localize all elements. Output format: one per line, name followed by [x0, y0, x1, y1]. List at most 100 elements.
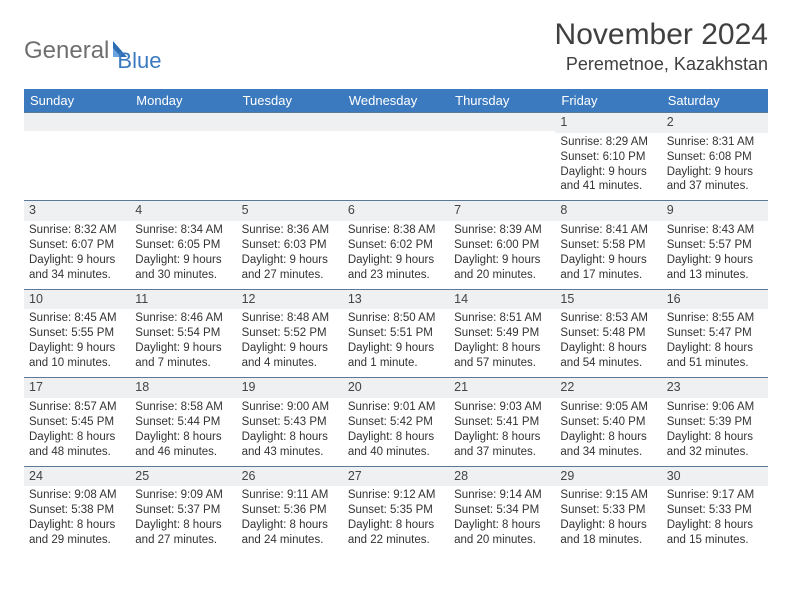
sunrise-line: Sunrise: 9:15 AM: [560, 488, 656, 503]
day-info: Sunrise: 8:32 AMSunset: 6:07 PMDaylight:…: [24, 221, 130, 289]
sunset-line: Sunset: 6:10 PM: [560, 150, 656, 165]
daylight-line: Daylight: 8 hours and 48 minutes.: [29, 430, 125, 460]
calendar-day-cell: [237, 113, 343, 201]
daylight-line: Daylight: 9 hours and 1 minute.: [348, 341, 444, 371]
logo-text-blue: Blue: [117, 28, 161, 74]
day-number: 18: [130, 378, 236, 398]
month-title: November 2024: [555, 18, 768, 52]
daylight-line: Daylight: 9 hours and 23 minutes.: [348, 253, 444, 283]
sunset-line: Sunset: 5:44 PM: [135, 415, 231, 430]
calendar-body: 1Sunrise: 8:29 AMSunset: 6:10 PMDaylight…: [24, 113, 768, 554]
sunrise-line: Sunrise: 8:48 AM: [242, 311, 338, 326]
weekday-header: Saturday: [662, 89, 768, 113]
calendar-day-cell: 25Sunrise: 9:09 AMSunset: 5:37 PMDayligh…: [130, 466, 236, 554]
calendar-day-cell: 29Sunrise: 9:15 AMSunset: 5:33 PMDayligh…: [555, 466, 661, 554]
daylight-line: Daylight: 8 hours and 32 minutes.: [667, 430, 763, 460]
day-info: Sunrise: 8:29 AMSunset: 6:10 PMDaylight:…: [555, 133, 661, 201]
daylight-line: Daylight: 8 hours and 43 minutes.: [242, 430, 338, 460]
day-number: 15: [555, 290, 661, 310]
daylight-line: Daylight: 9 hours and 13 minutes.: [667, 253, 763, 283]
day-number: [343, 113, 449, 131]
day-info: Sunrise: 8:58 AMSunset: 5:44 PMDaylight:…: [130, 398, 236, 466]
day-number: 5: [237, 201, 343, 221]
weekday-header: Monday: [130, 89, 236, 113]
calendar-day-cell: 12Sunrise: 8:48 AMSunset: 5:52 PMDayligh…: [237, 289, 343, 377]
day-info: Sunrise: 8:41 AMSunset: 5:58 PMDaylight:…: [555, 221, 661, 289]
daylight-line: Daylight: 8 hours and 34 minutes.: [560, 430, 656, 460]
sunset-line: Sunset: 5:52 PM: [242, 326, 338, 341]
sunrise-line: Sunrise: 9:09 AM: [135, 488, 231, 503]
weekday-header: Thursday: [449, 89, 555, 113]
weekday-header: Wednesday: [343, 89, 449, 113]
daylight-line: Daylight: 8 hours and 29 minutes.: [29, 518, 125, 548]
daylight-line: Daylight: 8 hours and 37 minutes.: [454, 430, 550, 460]
day-number: 3: [24, 201, 130, 221]
day-info: Sunrise: 8:50 AMSunset: 5:51 PMDaylight:…: [343, 309, 449, 377]
day-number: 17: [24, 378, 130, 398]
day-number: 11: [130, 290, 236, 310]
day-number: 25: [130, 467, 236, 487]
day-info: [343, 131, 449, 189]
daylight-line: Daylight: 9 hours and 37 minutes.: [667, 165, 763, 195]
daylight-line: Daylight: 8 hours and 57 minutes.: [454, 341, 550, 371]
daylight-line: Daylight: 9 hours and 27 minutes.: [242, 253, 338, 283]
day-info: Sunrise: 9:08 AMSunset: 5:38 PMDaylight:…: [24, 486, 130, 554]
sunrise-line: Sunrise: 8:39 AM: [454, 223, 550, 238]
calendar-day-cell: 17 Sunrise: 8:57 AMSunset: 5:45 PMDayligh…: [24, 378, 130, 466]
day-number: 13: [343, 290, 449, 310]
day-info: Sunrise: 9:14 AMSunset: 5:34 PMDaylight:…: [449, 486, 555, 554]
calendar-day-cell: 18Sunrise: 8:58 AMSunset: 5:44 PMDayligh…: [130, 378, 236, 466]
logo: General Blue: [24, 18, 161, 74]
daylight-line: Daylight: 9 hours and 41 minutes.: [560, 165, 656, 195]
day-info: Sunrise: 9:05 AMSunset: 5:40 PMDaylight:…: [555, 398, 661, 466]
location-label: Peremetnoe, Kazakhstan: [555, 54, 768, 75]
sunset-line: Sunset: 6:05 PM: [135, 238, 231, 253]
day-info: Sunrise: 8:43 AMSunset: 5:57 PMDaylight:…: [662, 221, 768, 289]
sunrise-line: Sunrise: 8:51 AM: [454, 311, 550, 326]
day-info: Sunrise: 8:53 AMSunset: 5:48 PMDaylight:…: [555, 309, 661, 377]
calendar-day-cell: 14Sunrise: 8:51 AMSunset: 5:49 PMDayligh…: [449, 289, 555, 377]
sunrise-line: Sunrise: 9:08 AM: [29, 488, 125, 503]
day-number: 29: [555, 467, 661, 487]
day-number: [130, 113, 236, 131]
day-info: Sunrise: 9:00 AMSunset: 5:43 PMDaylight:…: [237, 398, 343, 466]
sunrise-line: Sunrise: 9:14 AM: [454, 488, 550, 503]
day-number: 6: [343, 201, 449, 221]
daylight-line: Daylight: 9 hours and 7 minutes.: [135, 341, 231, 371]
day-number: 19: [237, 378, 343, 398]
day-info: Sunrise: 8:31 AMSunset: 6:08 PMDaylight:…: [662, 133, 768, 201]
sunset-line: Sunset: 6:08 PM: [667, 150, 763, 165]
calendar-day-cell: [24, 113, 130, 201]
sunrise-line: Sunrise: 8:57 AM: [29, 400, 125, 415]
sunrise-line: Sunrise: 8:43 AM: [667, 223, 763, 238]
day-info: Sunrise: 8:38 AMSunset: 6:02 PMDaylight:…: [343, 221, 449, 289]
day-number: 20: [343, 378, 449, 398]
calendar-day-cell: 6Sunrise: 8:38 AMSunset: 6:02 PMDaylight…: [343, 201, 449, 289]
sunset-line: Sunset: 5:45 PM: [29, 415, 125, 430]
day-number: 9: [662, 201, 768, 221]
sunset-line: Sunset: 5:38 PM: [29, 503, 125, 518]
sunrise-line: Sunrise: 8:45 AM: [29, 311, 125, 326]
calendar-day-cell: 24Sunrise: 9:08 AMSunset: 5:38 PMDayligh…: [24, 466, 130, 554]
day-info: Sunrise: 8:46 AMSunset: 5:54 PMDaylight:…: [130, 309, 236, 377]
day-number: 2: [662, 113, 768, 133]
sunrise-line: Sunrise: 9:17 AM: [667, 488, 763, 503]
calendar-day-cell: 16Sunrise: 8:55 AMSunset: 5:47 PMDayligh…: [662, 289, 768, 377]
day-number: 8: [555, 201, 661, 221]
day-number: [237, 113, 343, 131]
daylight-line: Daylight: 8 hours and 22 minutes.: [348, 518, 444, 548]
calendar-day-cell: 22Sunrise: 9:05 AMSunset: 5:40 PMDayligh…: [555, 378, 661, 466]
sunrise-line: Sunrise: 8:38 AM: [348, 223, 444, 238]
daylight-line: Daylight: 9 hours and 4 minutes.: [242, 341, 338, 371]
sunset-line: Sunset: 5:51 PM: [348, 326, 444, 341]
daylight-line: Daylight: 8 hours and 20 minutes.: [454, 518, 550, 548]
sunrise-line: Sunrise: 9:01 AM: [348, 400, 444, 415]
calendar-day-cell: [130, 113, 236, 201]
sunset-line: Sunset: 5:58 PM: [560, 238, 656, 253]
sunset-line: Sunset: 5:54 PM: [135, 326, 231, 341]
sunset-line: Sunset: 5:33 PM: [667, 503, 763, 518]
daylight-line: Daylight: 9 hours and 10 minutes.: [29, 341, 125, 371]
daylight-line: Daylight: 9 hours and 30 minutes.: [135, 253, 231, 283]
day-info: [24, 131, 130, 189]
sunrise-line: Sunrise: 8:46 AM: [135, 311, 231, 326]
